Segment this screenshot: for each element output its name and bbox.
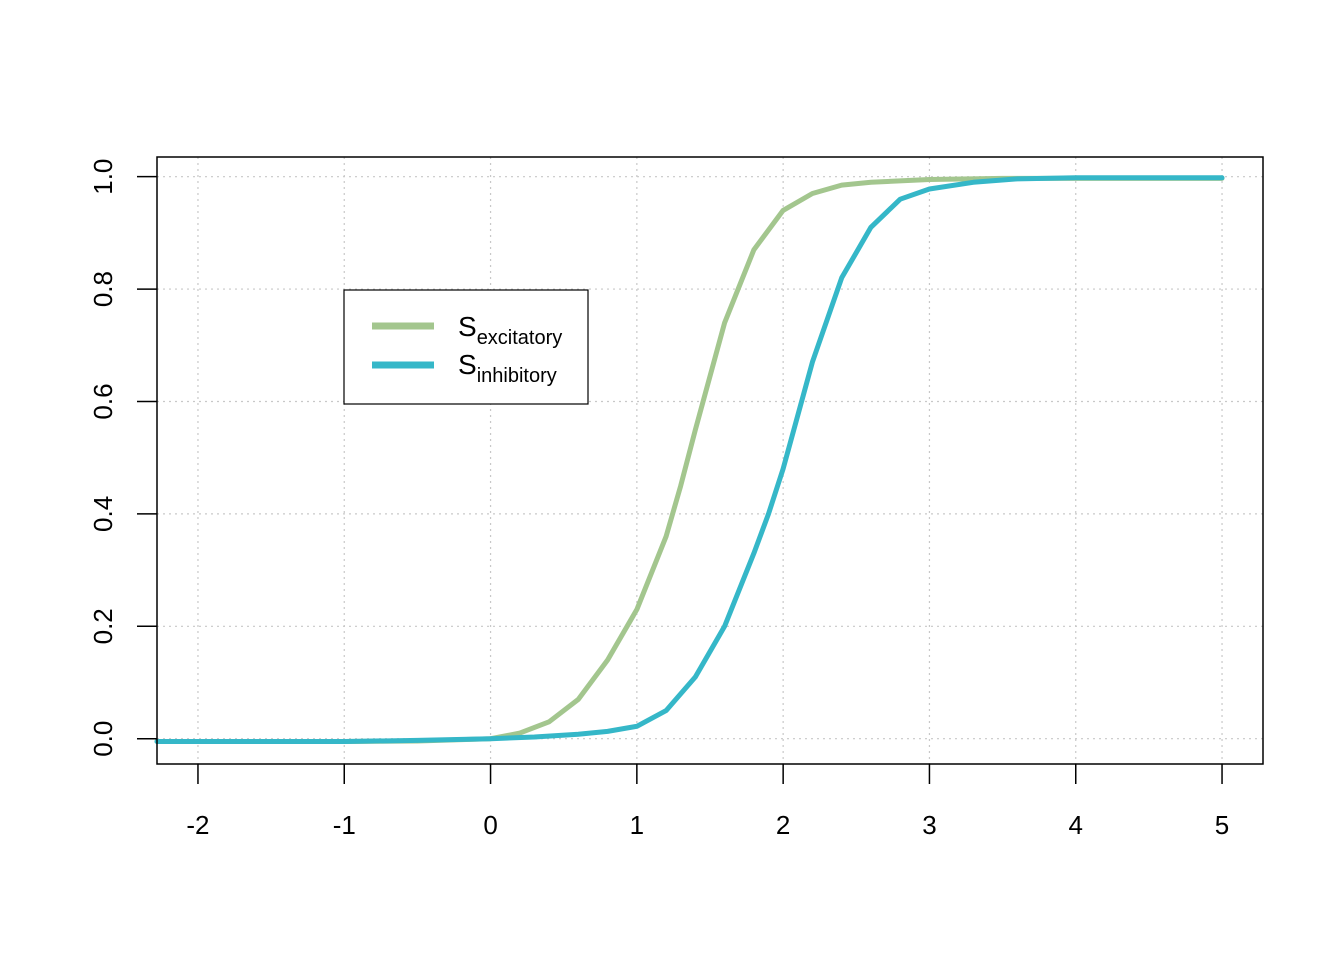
x-tick-label: 0 [483, 810, 497, 840]
y-axis: 0.0 0.2 0.4 0.6 0.8 1.0 [88, 159, 157, 757]
x-tick-label: -1 [333, 810, 356, 840]
x-tick-label: 4 [1069, 810, 1083, 840]
legend: Sexcitatory Sinhibitory [343, 289, 589, 405]
x-tick-label: 1 [630, 810, 644, 840]
series-layer [154, 175, 1225, 744]
legend-label-inhibitory-sub: inhibitory [477, 365, 557, 387]
x-tick-label: -2 [186, 810, 209, 840]
series-line-inhibitory [154, 175, 1225, 744]
legend-box [343, 289, 589, 405]
y-tick-label: 0.2 [88, 608, 118, 644]
x-tick-label: 3 [922, 810, 936, 840]
legend-label-inhibitory-main: S [458, 349, 477, 380]
x-tick-label: 5 [1215, 810, 1229, 840]
x-axis: -2 -1 0 1 2 3 4 5 [186, 764, 1229, 840]
y-tick-label: 1.0 [88, 159, 118, 195]
y-tick-label: 0.8 [88, 271, 118, 307]
plot-frame [156, 156, 1264, 765]
grid [157, 157, 1263, 764]
legend-label-excitatory-sub: excitatory [477, 327, 563, 349]
legend-label-excitatory: Sexcitatory [458, 311, 562, 349]
y-tick-label: 0.0 [88, 721, 118, 757]
legend-label-inhibitory: Sinhibitory [458, 349, 557, 387]
legend-label-excitatory-main: S [458, 311, 477, 342]
y-tick-label: 0.6 [88, 383, 118, 419]
x-tick-label: 2 [776, 810, 790, 840]
series-line-excitatory [154, 175, 1225, 744]
y-tick-label: 0.4 [88, 496, 118, 532]
